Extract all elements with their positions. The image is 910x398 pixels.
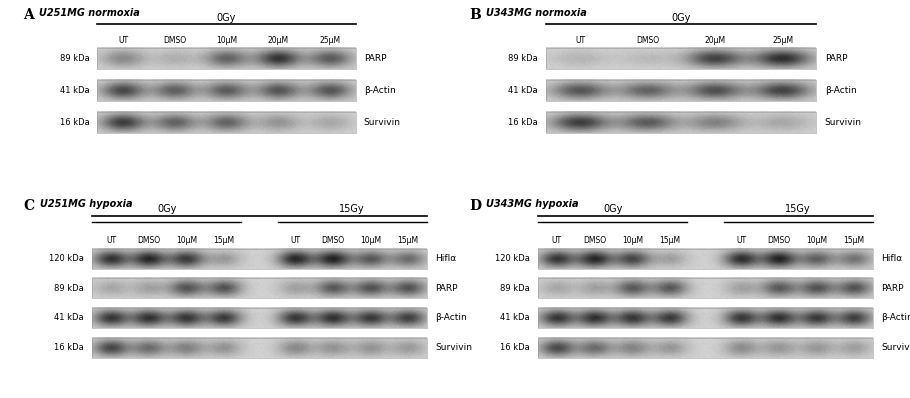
- Text: 15μM: 15μM: [214, 236, 235, 245]
- Text: B: B: [469, 8, 480, 22]
- Text: U251MG hypoxia: U251MG hypoxia: [40, 199, 133, 209]
- Text: PARP: PARP: [881, 284, 904, 293]
- Text: 25μM: 25μM: [773, 35, 794, 45]
- Text: 41 kDa: 41 kDa: [55, 313, 84, 322]
- Text: DMSO: DMSO: [137, 236, 160, 245]
- Bar: [92, 308, 427, 328]
- Text: D: D: [469, 199, 481, 213]
- Bar: [546, 48, 816, 69]
- Text: 25μM: 25μM: [319, 35, 340, 45]
- Text: UT: UT: [551, 236, 562, 245]
- Text: U343MG normoxia: U343MG normoxia: [486, 8, 587, 18]
- Text: 0Gy: 0Gy: [672, 14, 691, 23]
- Text: UT: UT: [290, 236, 300, 245]
- Bar: [538, 338, 873, 357]
- Text: β-Actin: β-Actin: [824, 86, 856, 95]
- Text: PARP: PARP: [824, 54, 847, 63]
- Text: DMSO: DMSO: [163, 35, 187, 45]
- Text: 89 kDa: 89 kDa: [60, 54, 89, 63]
- Text: 15μM: 15μM: [660, 236, 681, 245]
- Text: C: C: [23, 199, 35, 213]
- Text: DMSO: DMSO: [636, 35, 659, 45]
- Bar: [97, 80, 356, 101]
- Text: Hiflα: Hiflα: [435, 254, 457, 263]
- Text: 16 kDa: 16 kDa: [54, 343, 84, 352]
- Text: Survivin: Survivin: [364, 118, 400, 127]
- Bar: [538, 308, 873, 328]
- Bar: [97, 48, 356, 69]
- Bar: [97, 112, 356, 133]
- Text: Survivin: Survivin: [881, 343, 910, 352]
- Text: 41 kDa: 41 kDa: [501, 313, 530, 322]
- Text: UT: UT: [575, 35, 585, 45]
- Text: 10μM: 10μM: [176, 236, 197, 245]
- Text: UT: UT: [118, 35, 128, 45]
- Text: Hiflα: Hiflα: [881, 254, 903, 263]
- Text: 15Gy: 15Gy: [784, 204, 811, 214]
- Bar: [546, 80, 816, 101]
- Text: PARP: PARP: [364, 54, 386, 63]
- Text: 20μM: 20μM: [704, 35, 726, 45]
- Text: U251MG normoxia: U251MG normoxia: [39, 8, 140, 18]
- Text: 10μM: 10μM: [360, 236, 381, 245]
- Text: 15μM: 15μM: [398, 236, 419, 245]
- Text: β-Actin: β-Actin: [881, 313, 910, 322]
- Text: U343MG hypoxia: U343MG hypoxia: [486, 199, 579, 209]
- Text: 10μM: 10μM: [216, 35, 238, 45]
- Text: DMSO: DMSO: [583, 236, 606, 245]
- Text: β-Actin: β-Actin: [364, 86, 395, 95]
- Text: 10μM: 10μM: [806, 236, 827, 245]
- Text: A: A: [24, 8, 34, 22]
- Text: 15μM: 15μM: [844, 236, 864, 245]
- Bar: [92, 278, 427, 298]
- Text: 89 kDa: 89 kDa: [500, 284, 530, 293]
- Bar: [538, 278, 873, 298]
- Text: 20μM: 20μM: [268, 35, 288, 45]
- Text: DMSO: DMSO: [321, 236, 345, 245]
- Text: 0Gy: 0Gy: [217, 14, 237, 23]
- Text: 0Gy: 0Gy: [157, 204, 177, 214]
- Text: 15Gy: 15Gy: [339, 204, 365, 214]
- Text: 16 kDa: 16 kDa: [509, 118, 538, 127]
- Text: 16 kDa: 16 kDa: [500, 343, 530, 352]
- Text: PARP: PARP: [435, 284, 458, 293]
- Text: 41 kDa: 41 kDa: [60, 86, 89, 95]
- Text: 89 kDa: 89 kDa: [509, 54, 538, 63]
- Text: β-Actin: β-Actin: [435, 313, 467, 322]
- Text: 10μM: 10μM: [622, 236, 642, 245]
- Text: 41 kDa: 41 kDa: [509, 86, 538, 95]
- Text: DMSO: DMSO: [767, 236, 791, 245]
- Text: Survivin: Survivin: [435, 343, 472, 352]
- Text: UT: UT: [106, 236, 116, 245]
- Text: 89 kDa: 89 kDa: [54, 284, 84, 293]
- Text: 120 kDa: 120 kDa: [495, 254, 530, 263]
- Text: UT: UT: [736, 236, 746, 245]
- Bar: [546, 112, 816, 133]
- Bar: [538, 249, 873, 269]
- Text: Survivin: Survivin: [824, 118, 862, 127]
- Text: 120 kDa: 120 kDa: [49, 254, 84, 263]
- Bar: [92, 249, 427, 269]
- Text: 0Gy: 0Gy: [603, 204, 623, 214]
- Bar: [92, 338, 427, 357]
- Text: 16 kDa: 16 kDa: [60, 118, 89, 127]
